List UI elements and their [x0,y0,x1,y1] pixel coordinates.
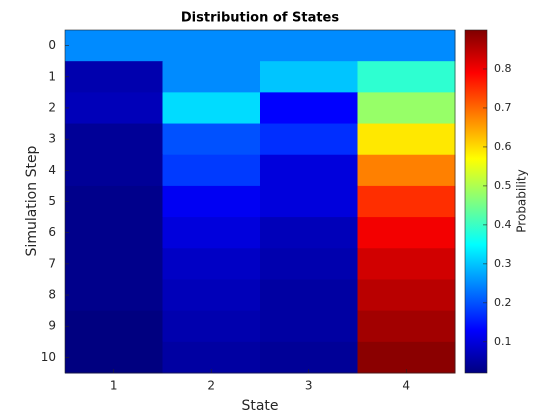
heatmap-cell [260,185,358,218]
y-axis-label: Simulation Step [24,145,40,256]
heatmap-cell [357,123,456,156]
heatmap-cell [65,123,163,156]
heatmap-cell [260,61,358,93]
heatmap-cell [162,30,261,62]
heatmap-cell [357,185,456,218]
x-tick-label: 2 [207,379,215,393]
colorbar-tick-label: 0.4 [494,218,512,231]
heatmap-cell [65,341,163,374]
y-tick-label: 3 [48,132,56,146]
heatmap-cell [162,92,261,125]
x-tick-label: 4 [402,379,410,393]
heatmap-cell [260,279,358,312]
colorbar-tick-label: 0.2 [494,296,512,309]
heatmap-cell [162,185,261,218]
y-tick-label: 9 [48,319,56,333]
heatmap-cell [65,61,163,93]
colorbar-tick-label: 0.1 [494,335,512,348]
heatmap-cell [357,341,456,374]
heatmap-cell [357,279,456,312]
y-tick-label: 4 [48,163,56,177]
heatmap-cell [357,92,456,125]
heatmap-cell [162,61,261,93]
y-tick-label: 10 [41,350,56,364]
heatmap-cell [260,123,358,156]
heatmap-cell [162,217,261,249]
y-tick-label: 5 [48,194,56,208]
heatmap-cell [65,248,163,280]
heatmap-cell [357,61,456,93]
heatmap-cell [260,30,358,62]
heatmap-cell [162,310,261,343]
colorbar-label: Probability [515,169,529,232]
x-tick-label: 1 [110,379,118,393]
y-tick-label: 0 [48,38,56,52]
heatmap-cell [357,30,456,62]
heatmap-cell [162,154,261,187]
y-tick-label: 7 [48,256,56,270]
heatmap-cell [357,154,456,187]
colorbar-tick-label: 0.8 [494,62,512,75]
heatmap-cell [162,341,261,374]
colorbar-tick-label: 0.6 [494,140,512,153]
heatmap-cell [260,92,358,125]
chart-title: Distribution of States [181,11,340,26]
x-tick-label: 3 [305,379,313,393]
heatmap-cell [162,123,261,156]
heatmap-cell [260,248,358,280]
heatmap-cell [162,279,261,312]
heatmap-cell [260,341,358,374]
heatmap-cell [65,154,163,187]
heatmap-cell [65,279,163,312]
colorbar-tick-label: 0.5 [494,179,512,192]
heatmap-cell [65,185,163,218]
heatmap-cell [260,154,358,187]
y-tick-label: 2 [48,100,56,114]
heatmap-cell [260,217,358,249]
y-tick-label: 8 [48,288,56,302]
heatmap-cell [65,30,163,62]
heatmap-cell [65,92,163,125]
y-tick-label: 1 [48,69,56,83]
heatmap-cell [357,248,456,280]
heatmap-cell [162,248,261,280]
colorbar-tick-label: 0.3 [494,257,512,270]
x-axis-label: State [241,398,278,414]
colorbar-tick-label: 0.7 [494,101,512,114]
heatmap-cell [65,310,163,343]
heatmap-cell [260,310,358,343]
colorbar [464,29,488,374]
y-tick-label: 6 [48,225,56,239]
heatmap-cell [65,217,163,249]
heatmap-cell [357,310,456,343]
heatmap-cell [357,217,456,249]
